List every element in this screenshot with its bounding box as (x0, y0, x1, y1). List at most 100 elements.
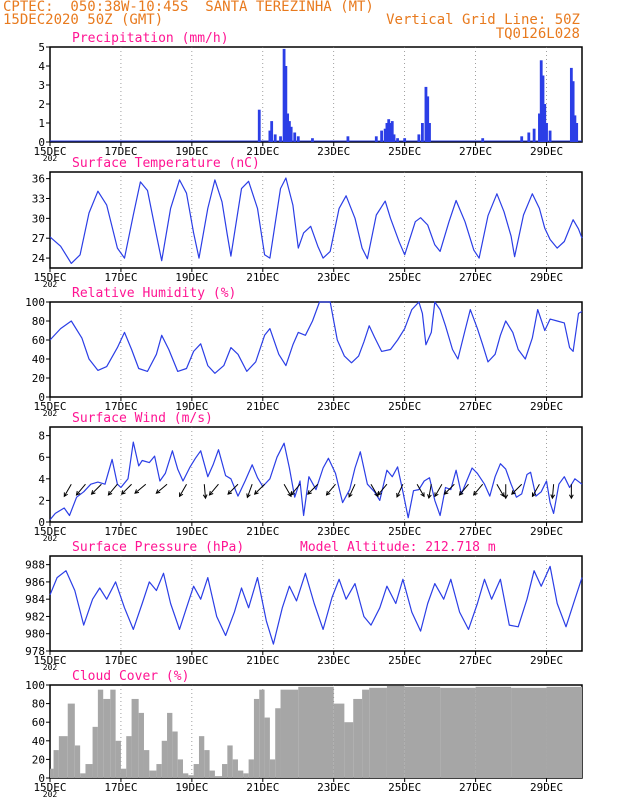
wind-arrow-head (179, 492, 184, 498)
wind-arrow-head (107, 490, 113, 496)
x-tick-label: 27DEC (459, 525, 492, 538)
x-tick-label: 23DEC (317, 781, 350, 794)
cloud-bar (120, 768, 127, 778)
x-tick-label: 29DEC (530, 145, 563, 158)
x-tick-label: 21DEC (246, 271, 279, 284)
cloud-bar (369, 687, 387, 778)
precip-bar (539, 60, 543, 142)
y-tick-label: 100 (25, 679, 45, 692)
wind-arrow (348, 484, 356, 498)
panel-title: Precipitation (mm/h) (72, 31, 229, 46)
wind-arrow-head (377, 490, 382, 496)
x-year-label: 202 (43, 280, 58, 289)
y-tick-label: 36 (32, 173, 45, 186)
wind-arrow (290, 483, 301, 496)
y-tick-label: 24 (32, 252, 46, 265)
wind-arrow (434, 483, 443, 497)
wind-arrow-head (120, 490, 126, 495)
wind-arrow-head (473, 490, 478, 496)
wind-arrow-head (202, 494, 208, 500)
x-tick-label: 25DEC (388, 400, 421, 413)
y-tick-label: 33 (32, 192, 45, 205)
wind-arrow (473, 483, 484, 496)
y-tick-label: 0 (38, 772, 45, 785)
y-tick-label: 984 (25, 593, 45, 606)
x-tick-label: 27DEC (459, 781, 492, 794)
x-tick-label: 21DEC (246, 654, 279, 667)
wind-arrow (370, 483, 379, 497)
wind-arrow-head (500, 492, 505, 498)
cloud-bar (404, 686, 441, 778)
precip-bar (270, 121, 274, 142)
precip-bar (286, 113, 290, 142)
y-tick-label: 2 (38, 494, 45, 507)
cloud-bar (214, 776, 223, 778)
x-tick-label: 29DEC (530, 400, 563, 413)
cloud-bar (204, 750, 210, 778)
precip-bar (392, 134, 396, 142)
x-tick-label: 15DEC (33, 781, 66, 794)
cloud-bar (227, 745, 233, 778)
precip-bar (569, 67, 573, 142)
y-tick-label: 1 (38, 117, 45, 130)
wind-arrow (63, 483, 72, 497)
cloud-bar (110, 689, 116, 778)
x-tick-label: 29DEC (530, 781, 563, 794)
wind-arrow-head (253, 490, 259, 495)
wind-arrow (532, 483, 540, 497)
y-tick-label: 20 (32, 753, 45, 766)
cloud-bar (126, 736, 132, 778)
cloud-bar (353, 698, 363, 778)
y-tick-label: 60 (32, 334, 45, 347)
panel-frame (49, 301, 583, 398)
precip-bar (311, 138, 314, 142)
precip-bar (374, 136, 378, 142)
cloud-bar (172, 731, 178, 778)
wind-arrow (155, 483, 168, 494)
x-tick-label: 17DEC (104, 654, 137, 667)
x-tick-label: 17DEC (104, 271, 137, 284)
panel-3: 0 20 40 60 80 100 15DEC 17DEC 19DEC 21DEC 23DEC 25D… (25, 286, 583, 418)
x-tick-label: 19DEC (175, 271, 208, 284)
header-datetime: 15DEC2020 50Z (GMT) (3, 12, 164, 28)
y-tick-label: 4 (38, 473, 45, 486)
wind-arrow-head (325, 490, 331, 496)
precip-bar (346, 136, 350, 142)
y-tick-label: 100 (25, 296, 45, 309)
x-year-label: 202 (43, 154, 58, 163)
header-model-code: TQ0126L028 (495, 26, 580, 42)
wind-arrow (416, 483, 425, 497)
panel-title: Surface Temperature (nC) (72, 156, 260, 171)
panel-6: 0 20 40 60 80 100 15DEC 17DEC 19DEC 21DEC 23DEC 25D… (25, 669, 583, 799)
y-tick-label: 988 (25, 559, 45, 572)
x-tick-label: 29DEC (530, 654, 563, 667)
cloud-bar (58, 736, 68, 778)
cloud-bar (259, 689, 265, 778)
wind-arrow (396, 484, 404, 498)
precip-bar (538, 113, 541, 142)
x-tick-label: 19DEC (175, 145, 208, 158)
precip-bar (575, 123, 579, 142)
precip-bar (293, 132, 297, 142)
x-tick-label: 25DEC (388, 654, 421, 667)
y-tick-label: 986 (25, 576, 45, 589)
cloud-bar (362, 689, 370, 778)
x-tick-label: 21DEC (246, 525, 279, 538)
panel-5: 978 980 982 984 986 988 15DEC 17DEC 19DEC 21DEC 23… (25, 540, 583, 672)
precip-bar (548, 130, 552, 142)
y-tick-label: 8 (38, 430, 45, 443)
x-year-label: 202 (43, 534, 58, 543)
x-tick-label: 15DEC (33, 525, 66, 538)
cloud-bar (131, 698, 139, 778)
precip-bar (268, 130, 272, 142)
wind-arrow (326, 483, 336, 496)
precip-bar (396, 138, 399, 142)
wind-arrow (283, 483, 292, 497)
x-tick-label: 27DEC (459, 400, 492, 413)
wind-arrow-head (396, 492, 401, 498)
cloud-bar (344, 722, 354, 778)
y-tick-label: 40 (32, 353, 45, 366)
x-tick-label: 25DEC (388, 525, 421, 538)
precip-bar (527, 132, 531, 142)
